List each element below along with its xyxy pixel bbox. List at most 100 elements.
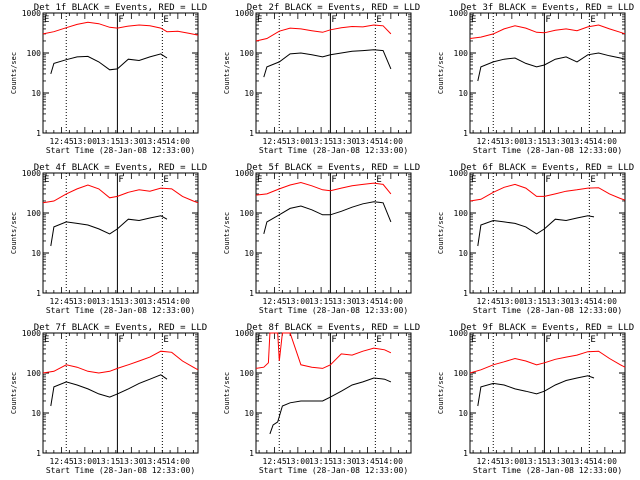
x-tick-label: 13:00 xyxy=(500,297,524,306)
series-events-line xyxy=(50,53,168,75)
marker-label: E xyxy=(163,175,168,185)
x-tick-label: 14:00 xyxy=(593,137,617,146)
x-axis-title: Start Time (28-Jan-08 12:33:00) xyxy=(473,466,622,475)
y-tick-label: 10 xyxy=(458,89,468,98)
y-tick-label: 1 xyxy=(463,289,468,298)
y-axis-title: Counts/sec xyxy=(10,372,18,414)
plot-frame xyxy=(255,172,412,294)
y-tick-label: 100 xyxy=(454,369,469,378)
plot-frame xyxy=(255,12,412,134)
y-tick-label: 1000 xyxy=(449,169,468,178)
y-tick-label: 1 xyxy=(249,129,254,138)
x-tick-label: 13:15 xyxy=(96,297,120,306)
y-axis-title: Counts/sec xyxy=(437,52,445,94)
x-tick-label: 13:30 xyxy=(332,137,356,146)
marker-label: F xyxy=(545,335,550,345)
x-tick-label: 13:30 xyxy=(546,297,570,306)
x-tick-label: 13:30 xyxy=(332,457,356,466)
x-tick-label: 13:15 xyxy=(96,457,120,466)
panel-title: Det 5f BLACK = Events, RED = LLD xyxy=(247,163,420,173)
y-axis-title: Counts/sec xyxy=(223,372,231,414)
plot-frame xyxy=(469,332,626,454)
x-tick-label: 13:45 xyxy=(356,137,380,146)
panel-title: Det 3f BLACK = Events, RED = LLD xyxy=(461,3,634,13)
y-tick-label: 10 xyxy=(244,89,254,98)
corner-label: E xyxy=(471,15,476,25)
corner-label: E xyxy=(257,175,262,185)
y-tick-label: 1 xyxy=(249,289,254,298)
x-axis-title: Start Time (28-Jan-08 12:33:00) xyxy=(46,146,195,155)
y-tick-label: 1 xyxy=(463,449,468,458)
y-tick-label: 10 xyxy=(244,409,254,418)
panel-8: Det 8f BLACK = Events, RED = LLD 1 10 100 10… xyxy=(223,323,420,475)
x-tick-label: 13:45 xyxy=(143,137,167,146)
y-tick-label: 100 xyxy=(240,369,255,378)
series-events-line xyxy=(263,49,392,78)
series-lld-line xyxy=(469,350,626,374)
x-tick-label: 14:00 xyxy=(593,457,617,466)
y-tick-label: 1000 xyxy=(449,9,468,18)
y-tick-label: 10 xyxy=(458,409,468,418)
y-tick-label: 100 xyxy=(27,369,42,378)
series-events-line xyxy=(50,374,168,407)
x-tick-label: 12:45 xyxy=(263,137,287,146)
y-axis-title: Counts/sec xyxy=(223,212,231,254)
y-tick-label: 1000 xyxy=(449,329,468,338)
x-tick-label: 13:00 xyxy=(73,297,97,306)
x-tick-label: 13:45 xyxy=(356,297,380,306)
x-tick-label: 13:45 xyxy=(143,297,167,306)
y-tick-label: 100 xyxy=(27,209,42,218)
panel-title: Det 1f BLACK = Events, RED = LLD xyxy=(34,3,207,13)
x-axis-title: Start Time (28-Jan-08 12:33:00) xyxy=(259,466,408,475)
x-tick-label: 14:00 xyxy=(166,297,190,306)
marker-label: E xyxy=(376,335,381,345)
x-axis-title: Start Time (28-Jan-08 12:33:00) xyxy=(473,306,622,315)
y-axis-title: Counts/sec xyxy=(10,52,18,94)
plot-frame xyxy=(42,332,199,454)
plot-frame xyxy=(42,172,199,294)
x-tick-label: 13:15 xyxy=(523,137,547,146)
panel-7: Det 7f BLACK = Events, RED = LLD 1 10 100 10… xyxy=(10,323,207,475)
x-tick-label: 14:00 xyxy=(379,297,403,306)
series-events-line xyxy=(477,215,595,247)
panel-title: Det 7f BLACK = Events, RED = LLD xyxy=(34,323,207,333)
x-tick-label: 12:45 xyxy=(50,137,74,146)
y-tick-label: 1 xyxy=(249,449,254,458)
series-events-line xyxy=(477,375,595,407)
x-tick-label: 13:15 xyxy=(309,457,333,466)
x-tick-label: 12:45 xyxy=(263,297,287,306)
x-tick-label: 13:15 xyxy=(523,457,547,466)
x-tick-label: 13:45 xyxy=(356,457,380,466)
y-tick-label: 1000 xyxy=(235,329,254,338)
x-tick-label: 13:45 xyxy=(570,457,594,466)
plot-frame xyxy=(255,332,412,454)
panel-1: Det 1f BLACK = Events, RED = LLD 1 10 100 10… xyxy=(10,3,207,155)
marker-label: E xyxy=(376,15,381,25)
panel-title: Det 2f BLACK = Events, RED = LLD xyxy=(247,3,420,13)
x-tick-label: 12:45 xyxy=(50,297,74,306)
series-lld-line xyxy=(255,181,392,196)
x-tick-label: 13:15 xyxy=(309,297,333,306)
x-axis-title: Start Time (28-Jan-08 12:33:00) xyxy=(473,146,622,155)
plot-frame xyxy=(469,12,626,134)
marker-label: F xyxy=(118,15,123,25)
panel-title: Det 6f BLACK = Events, RED = LLD xyxy=(461,163,634,173)
y-tick-label: 1000 xyxy=(22,9,41,18)
panel-6: Det 6f BLACK = Events, RED = LLD 1 10 100 10… xyxy=(437,163,634,315)
y-tick-label: 1 xyxy=(463,129,468,138)
marker-label: F xyxy=(331,15,336,25)
y-tick-label: 1000 xyxy=(22,169,41,178)
marker-label: E xyxy=(163,15,168,25)
series-events-line xyxy=(269,377,392,435)
y-tick-label: 10 xyxy=(31,249,41,258)
marker-label: F xyxy=(545,15,550,25)
panel-3: Det 3f BLACK = Events, RED = LLD 1 10 100 10… xyxy=(437,3,634,155)
x-tick-label: 13:15 xyxy=(96,137,120,146)
y-tick-label: 10 xyxy=(31,409,41,418)
x-tick-label: 13:15 xyxy=(309,137,333,146)
x-tick-label: 12:45 xyxy=(263,457,287,466)
marker-label: E xyxy=(163,335,168,345)
y-axis-title: Counts/sec xyxy=(223,52,231,94)
panel-2: Det 2f BLACK = Events, RED = LLD 1 10 100 10… xyxy=(223,3,420,155)
